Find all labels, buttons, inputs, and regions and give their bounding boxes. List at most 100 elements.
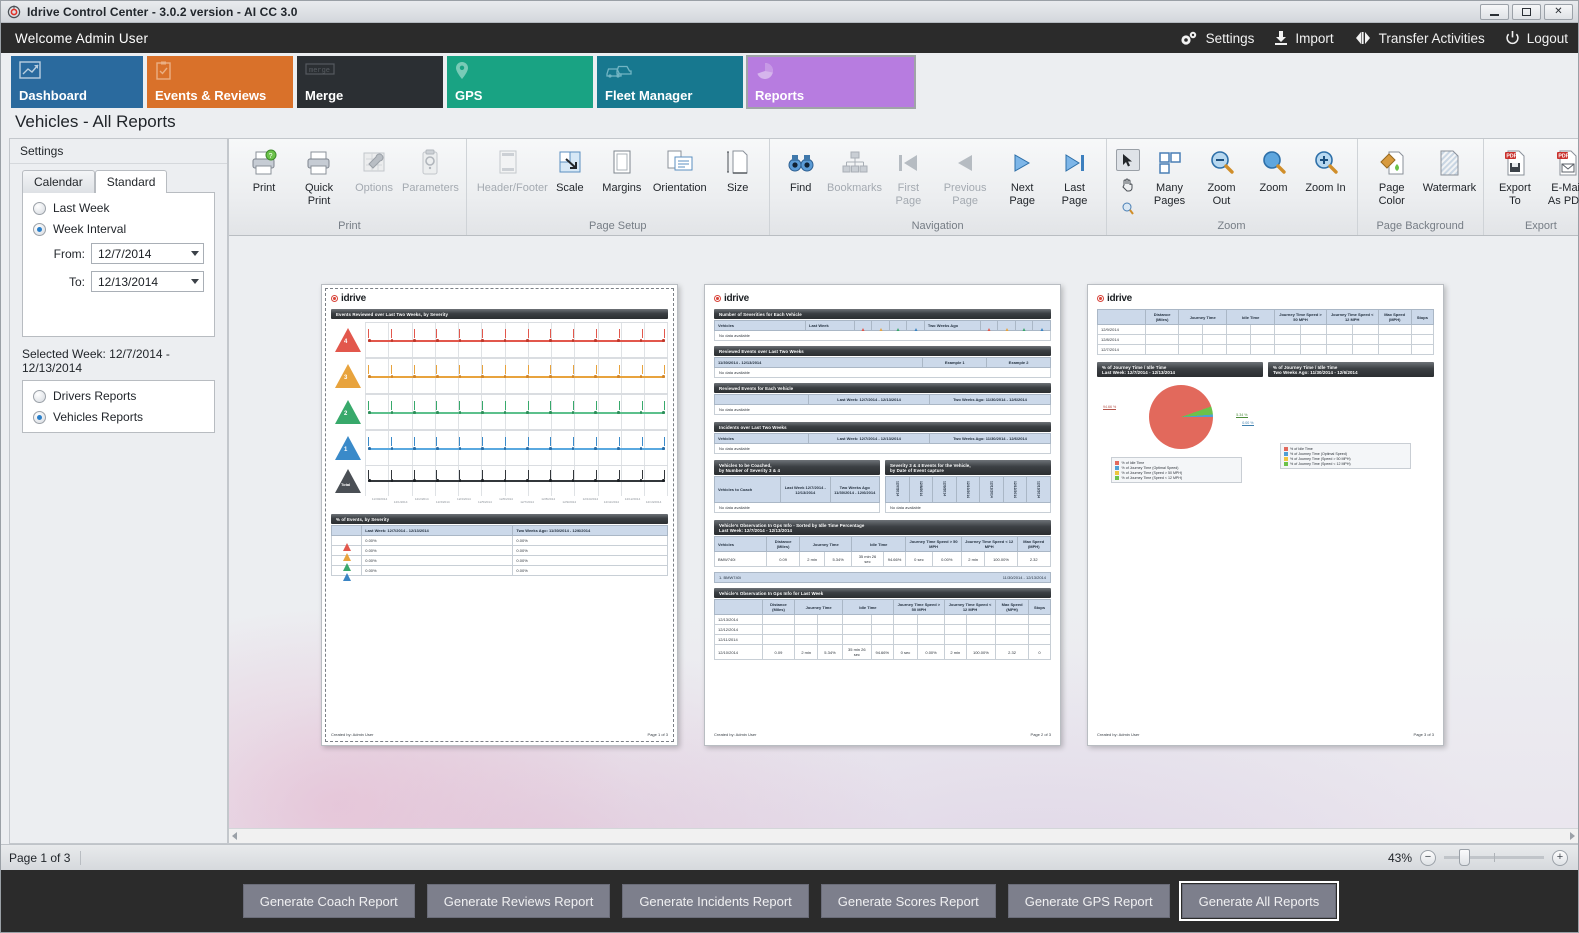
nav-tile-merge[interactable]: merge Merge [297, 56, 443, 108]
radio-last-week[interactable]: Last Week [33, 201, 204, 215]
radio-vehicles-reports[interactable]: Vehicles Reports [33, 410, 204, 424]
pct-prev-sev2: 0.00% [512, 555, 668, 566]
transfer-activities-button[interactable]: Transfer Activities [1354, 30, 1485, 46]
ribbon-group-page-setup-label: Page Setup [589, 220, 647, 232]
ribbon-print-button[interactable]: ? Print [239, 145, 289, 197]
pie-label-idle: 94.66 % [1103, 405, 1117, 410]
gps-observation-table: Vehicles Distance (Miles) Journey Time I… [714, 536, 1051, 567]
ribbon-zoom-out-button[interactable]: Zoom Out [1197, 145, 1247, 209]
generate-all-reports-button[interactable]: Generate All Reports [1178, 881, 1340, 921]
pointer-icon[interactable] [1115, 149, 1140, 171]
p3-col-idle: Idle Time [1226, 309, 1276, 325]
bookmarks-icon [840, 147, 870, 179]
ribbon-find-button[interactable]: Find [776, 145, 826, 197]
number-severities-table: Vehicles Last Week Two Weeks Ago [714, 320, 1051, 336]
radio-drivers-reports[interactable]: Drivers Reports [33, 389, 204, 403]
tab-standard[interactable]: Standard [94, 170, 168, 193]
maximize-button[interactable] [1512, 3, 1541, 20]
from-date-value: 12/7/2014 [98, 246, 152, 261]
ribbon-size-button[interactable]: Size [713, 145, 763, 197]
svg-text:?: ? [269, 153, 273, 160]
table-row: 12/7/2014 [1097, 344, 1435, 355]
legend-swatch-optimal [1283, 451, 1288, 456]
zoom-slider[interactable] [1444, 849, 1544, 866]
from-date-combo[interactable]: 12/7/2014 [91, 243, 204, 264]
nav-tile-gps[interactable]: GPS [447, 56, 593, 108]
ribbon-quick-print-button[interactable]: Quick Print [291, 145, 347, 209]
logout-button[interactable]: Logout [1505, 30, 1568, 46]
table-row: 0.00% 0.00% [330, 535, 668, 551]
download-icon [1274, 30, 1288, 46]
legend-label-idle: % of Idle Time [1121, 460, 1145, 465]
ribbon-next-page-button[interactable]: Next Page [997, 145, 1048, 209]
import-label: Import [1295, 30, 1334, 46]
zoom-in-button[interactable]: + [1552, 849, 1568, 866]
gps-cell-2: 2 min [799, 551, 826, 567]
p3-col-over50: Journey Time Speed > 50 MPH [1274, 309, 1327, 325]
generate-incidents-report-button[interactable]: Generate Incidents Report [622, 884, 809, 918]
ribbon-email-as-pdf-button[interactable]: PDF E-Mail As PDF [1542, 145, 1579, 209]
generate-coach-report-button[interactable]: Generate Coach Report [242, 884, 415, 918]
ribbon-margins-button[interactable]: Margins [597, 145, 647, 197]
import-button[interactable]: Import [1274, 30, 1334, 46]
minimize-button[interactable] [1480, 3, 1509, 20]
report-page-2[interactable]: idrive Number of Severities for Each Veh… [704, 284, 1061, 746]
report-page-1[interactable]: idrive Events Reviewed over Last Two Wee… [321, 284, 678, 746]
ribbon-zoom-button[interactable]: Zoom [1249, 145, 1299, 197]
ribbon-previous-page-label: Previous Page [943, 182, 987, 207]
zoom-slider-thumb[interactable] [1459, 849, 1470, 866]
ribbon-last-page-button[interactable]: Last Page [1050, 145, 1100, 209]
ribbon-bookmarks-button[interactable]: Bookmarks [827, 145, 882, 197]
ribbon-options-button[interactable]: Options [349, 145, 399, 197]
hand-icon[interactable] [1116, 173, 1140, 195]
severity-events-table: 12/7/2014 12/8/2014 12/9/2014 12/10/2014… [885, 476, 1051, 503]
report-page-3[interactable]: idrive Distance (Miles) Journey Time Idl… [1087, 284, 1444, 746]
ribbon-header-footer-button[interactable]: Header/Footer [473, 145, 548, 197]
power-icon [1505, 30, 1520, 46]
nav-tile-fleet-manager[interactable]: Fleet Manager [597, 56, 743, 108]
generate-gps-report-button[interactable]: Generate GPS Report [1007, 884, 1170, 918]
ribbon-zoom-in-button[interactable]: Zoom In [1301, 145, 1351, 197]
ribbon-first-page-button[interactable]: First Page [883, 145, 933, 209]
ribbon-many-pages-button[interactable]: Many Pages [1145, 145, 1195, 209]
zoom-in-icon [1311, 147, 1341, 179]
report-brand-3: idrive [1097, 293, 1434, 304]
scroll-left-icon[interactable] [232, 832, 237, 840]
to-date-combo[interactable]: 12/13/2014 [91, 271, 204, 292]
ribbon-page-color-button[interactable]: Page Color [1364, 145, 1420, 209]
generate-scores-report-button[interactable]: Generate Scores Report [820, 884, 996, 918]
created-by-2: Created by: Admin User [714, 732, 757, 737]
ribbon-watermark-button[interactable]: Watermark [1422, 145, 1477, 197]
ribbon-export-to-button[interactable]: PDF Export To [1490, 145, 1540, 209]
nav-tile-events-reviews[interactable]: Events & Reviews [147, 56, 293, 108]
pct-prev-sev3: 0.00% [512, 545, 668, 556]
gps8-r3-c0: 12/10/2014 [714, 644, 763, 660]
radio-week-interval[interactable]: Week Interval [33, 222, 204, 236]
ribbon-scale-button[interactable]: Scale [545, 145, 595, 197]
nav-tile-fleet-manager-label: Fleet Manager [605, 88, 693, 103]
pct-last-sev1: 0.00% [361, 565, 514, 576]
tab-calendar[interactable]: Calendar [22, 170, 95, 193]
magnifier-icon[interactable] [1116, 197, 1140, 219]
legend-item: % of Idle Time [1283, 446, 1407, 451]
ribbon-orientation-button[interactable]: Orientation [649, 145, 711, 197]
ribbon-parameters-button[interactable]: Parameters [401, 145, 460, 197]
gps8-r3-c6: 0 sec [892, 644, 919, 660]
nav-tile-reports[interactable]: Reports [746, 55, 916, 109]
pie-legend-2: % of Idle Time % of Journey Time (Optima… [1279, 443, 1411, 469]
sec2-example-2: Example 2 [986, 357, 1051, 368]
nav-tile-dashboard[interactable]: Dashboard [11, 56, 143, 108]
close-button[interactable]: ✕ [1544, 3, 1573, 20]
ribbon-first-page-label: First Page [895, 182, 922, 207]
settings-button[interactable]: Settings [1179, 30, 1254, 46]
preview-horizontal-scrollbar[interactable] [229, 828, 1578, 843]
ribbon-previous-page-button[interactable]: Previous Page [935, 145, 994, 209]
vehicles-to-coach-block: Vehicles to be Coached, by Number of Sev… [714, 460, 880, 513]
legend-item: % of Journey Time (Optimal Speed) [1115, 465, 1238, 470]
table-header-row: Last Week: 12/7/2014 - 12/13/2014 Two We… [713, 394, 1051, 405]
zoom-out-button[interactable]: − [1420, 849, 1436, 866]
generate-reviews-report-button[interactable]: Generate Reviews Report [426, 884, 611, 918]
gps-col-vehicles: Vehicles [714, 536, 767, 552]
report-preview-area[interactable]: idrive Events Reviewed over Last Two Wee… [229, 236, 1578, 828]
scroll-right-icon[interactable] [1570, 832, 1575, 840]
